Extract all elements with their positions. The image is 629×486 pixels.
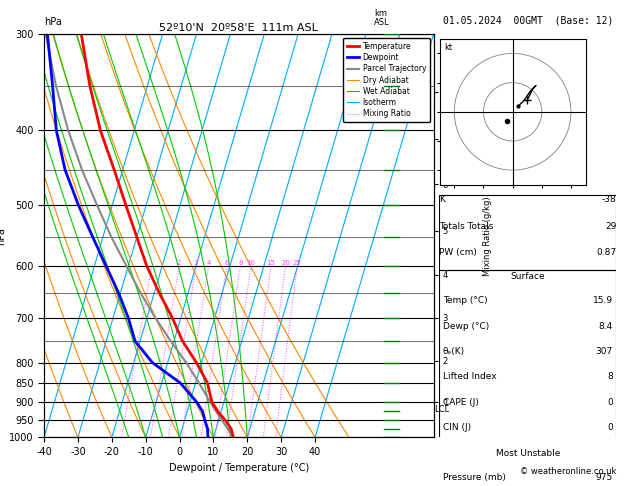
Text: 0: 0 (607, 423, 613, 432)
Text: 29: 29 (605, 222, 616, 230)
Text: -38: -38 (602, 195, 616, 205)
Text: 8.4: 8.4 (599, 322, 613, 330)
Text: 8: 8 (607, 372, 613, 382)
Text: Most Unstable: Most Unstable (496, 449, 560, 458)
Text: 10: 10 (247, 260, 255, 266)
Text: 0.87: 0.87 (596, 248, 616, 257)
Text: K: K (439, 195, 445, 205)
Text: km
ASL: km ASL (374, 9, 390, 27)
Text: θₑ(K): θₑ(K) (443, 347, 465, 356)
Text: 307: 307 (596, 347, 613, 356)
Text: Surface: Surface (511, 272, 545, 281)
Text: 25: 25 (293, 260, 301, 266)
Text: 8: 8 (238, 260, 243, 266)
Text: 3: 3 (194, 260, 198, 266)
Text: 20: 20 (281, 260, 290, 266)
X-axis label: Dewpoint / Temperature (°C): Dewpoint / Temperature (°C) (169, 463, 309, 473)
Text: kt: kt (444, 43, 452, 52)
Text: 975: 975 (596, 473, 613, 482)
Text: 2: 2 (177, 260, 181, 266)
Text: 0: 0 (607, 398, 613, 407)
Text: 15: 15 (267, 260, 276, 266)
Text: 6: 6 (225, 260, 229, 266)
Legend: Temperature, Dewpoint, Parcel Trajectory, Dry Adiabat, Wet Adiabat, Isotherm, Mi: Temperature, Dewpoint, Parcel Trajectory… (343, 38, 430, 122)
Text: hPa: hPa (44, 17, 62, 27)
Text: 4: 4 (206, 260, 211, 266)
Text: CIN (J): CIN (J) (443, 423, 471, 432)
Text: LCL: LCL (435, 405, 450, 414)
Text: Lifted Index: Lifted Index (443, 372, 496, 382)
Text: © weatheronline.co.uk: © weatheronline.co.uk (520, 467, 616, 476)
Text: PW (cm): PW (cm) (439, 248, 477, 257)
Text: 01.05.2024  00GMT  (Base: 12): 01.05.2024 00GMT (Base: 12) (443, 16, 613, 26)
Y-axis label: hPa: hPa (0, 227, 6, 244)
Text: 15.9: 15.9 (593, 296, 613, 305)
Text: Temp (°C): Temp (°C) (443, 296, 487, 305)
Text: Dewp (°C): Dewp (°C) (443, 322, 489, 330)
Title: 52º10'N  20º58'E  111m ASL: 52º10'N 20º58'E 111m ASL (159, 23, 318, 33)
Text: Pressure (mb): Pressure (mb) (443, 473, 506, 482)
Text: CAPE (J): CAPE (J) (443, 398, 479, 407)
Y-axis label: Mixing Ratio (g/kg): Mixing Ratio (g/kg) (483, 196, 492, 276)
Text: Totals Totals: Totals Totals (439, 222, 494, 230)
